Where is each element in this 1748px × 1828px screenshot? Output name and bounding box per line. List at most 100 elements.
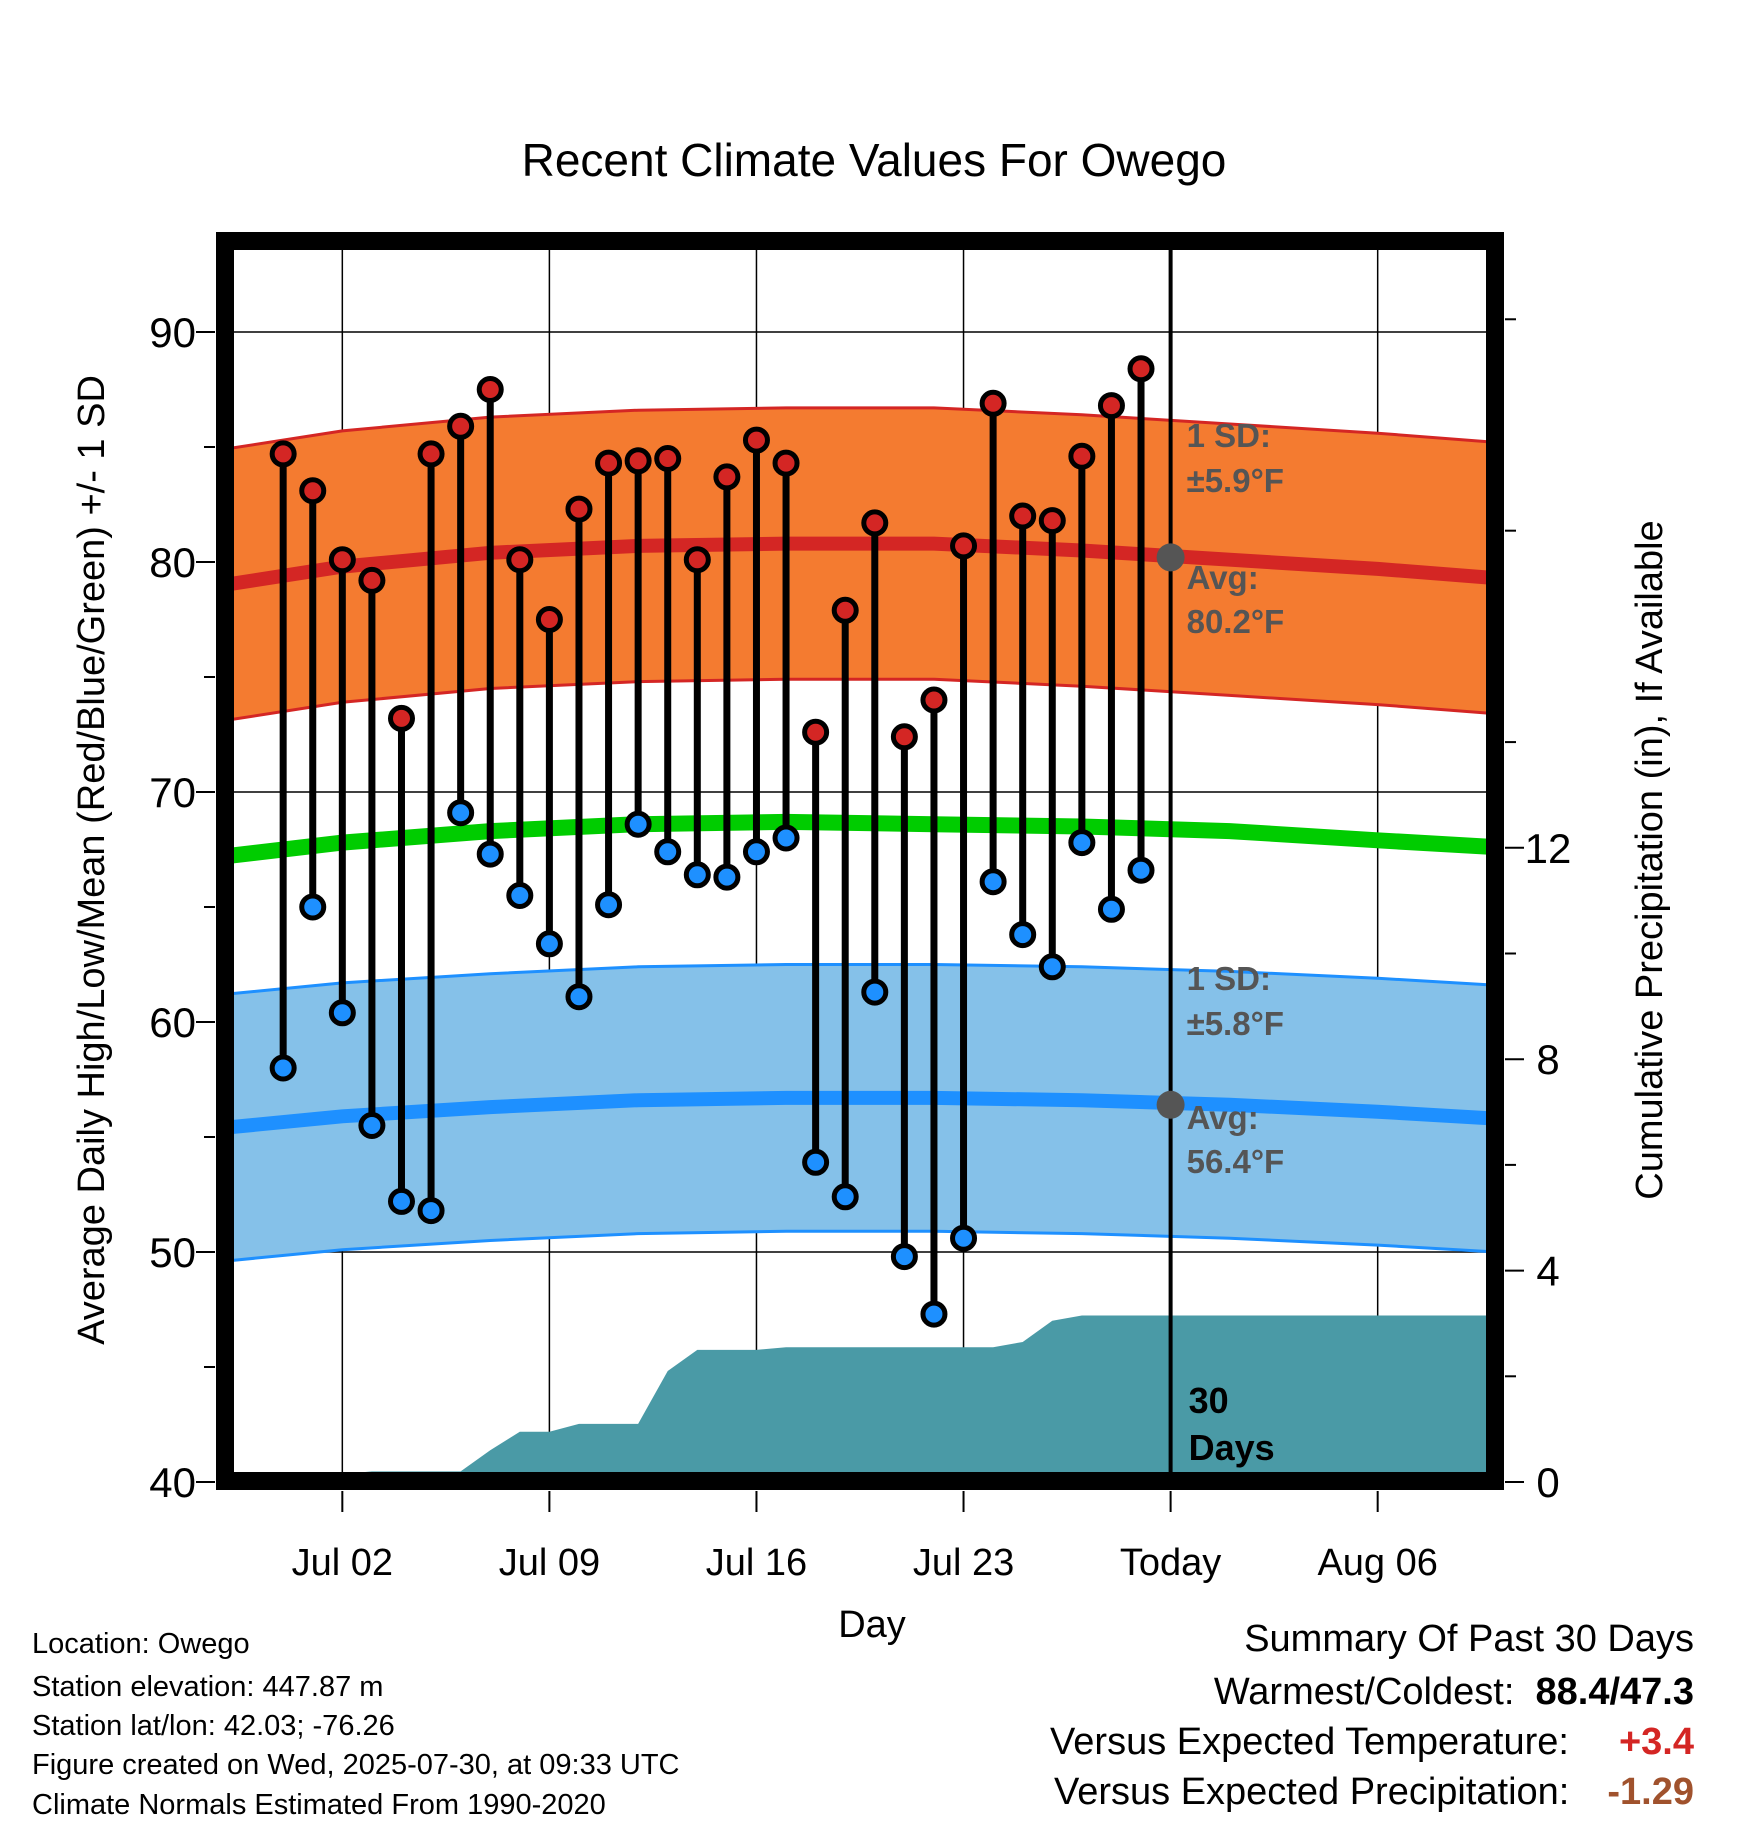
- y-left-tick-label: 80: [149, 539, 196, 586]
- daily-low-point: [624, 810, 652, 838]
- footer-location: Location: Owego: [32, 1628, 250, 1660]
- daily-high-point: [831, 596, 859, 624]
- low-avg-marker: [1156, 1090, 1185, 1119]
- high-avg-label: Avg:: [1187, 559, 1259, 596]
- daily-low-point: [565, 983, 593, 1011]
- high-sd-value: ±5.9°F: [1187, 462, 1284, 499]
- summary-warmest-row: Warmest/Coldest: 88.4/47.3: [1214, 1673, 1694, 1711]
- daily-high-point: [890, 723, 918, 751]
- high-avg-value: 80.2°F: [1187, 603, 1285, 640]
- daily-low-point: [831, 1183, 859, 1211]
- low-sd-band: [224, 964, 1496, 1262]
- daily-low-point: [979, 868, 1007, 896]
- daily-high-point: [476, 376, 504, 403]
- summary-warmest-label: Warmest/Coldest:: [1213, 1671, 1515, 1713]
- low-sd-value: ±5.8°F: [1187, 1005, 1284, 1042]
- daily-high-point: [328, 546, 356, 574]
- mean-normal-line: [224, 813, 1496, 865]
- daily-high-point: [269, 440, 297, 468]
- daily-high-point: [861, 509, 889, 537]
- summary-temp-row: Versus Expected Temperature: +3.4: [1050, 1723, 1694, 1761]
- y-left-tick-label: 70: [149, 769, 196, 816]
- y-right-tick-label: 4: [1536, 1248, 1559, 1295]
- daily-low-point: [772, 824, 800, 852]
- daily-low-point: [1009, 921, 1037, 949]
- x-tick-label: Aug 06: [1317, 1542, 1437, 1584]
- daily-low-point: [920, 1300, 948, 1328]
- y-left-tick-label: 90: [149, 309, 196, 356]
- high-sd-band: [224, 407, 1496, 721]
- daily-low-point: [595, 891, 623, 919]
- daily-high-point: [802, 718, 830, 746]
- daily-low-point: [535, 930, 563, 958]
- high-sd-lower-line: [224, 677, 1496, 723]
- daily-low-point: [950, 1224, 978, 1252]
- daily-low-point: [1097, 895, 1125, 923]
- daily-high-point: [1068, 442, 1096, 470]
- x-axis-label: Day: [838, 1604, 906, 1646]
- daily-high-point: [506, 546, 534, 574]
- today-line-group: [1156, 240, 1185, 1482]
- daily-low-point: [861, 978, 889, 1006]
- daily-high-point: [624, 447, 652, 475]
- summary-precip-label: Versus Expected Precipitation:: [1053, 1771, 1570, 1813]
- normal-bands: [224, 406, 1496, 1263]
- daily-low-point: [506, 882, 534, 909]
- daily-high-point: [950, 532, 978, 560]
- daily-low-point: [890, 1243, 918, 1271]
- high-normal-line: [224, 536, 1496, 592]
- daily-low-point: [1127, 856, 1155, 884]
- y-left-tick-label: 50: [149, 1229, 196, 1276]
- daily-low-point: [1068, 829, 1096, 857]
- summary-temp-value: +3.4: [1618, 1721, 1694, 1763]
- daily-high-point: [1127, 355, 1155, 383]
- y-left-tick-label: 60: [149, 999, 196, 1046]
- daily-low-point: [387, 1187, 415, 1215]
- low-normal-line: [224, 1090, 1496, 1135]
- summary-warmest-value: 88.4/47.3: [1535, 1671, 1694, 1713]
- daily-low-point: [654, 838, 682, 866]
- y-left-tick-label: 40: [149, 1459, 196, 1506]
- low-avg-label: Avg:: [1187, 1099, 1259, 1136]
- daily-high-point: [1009, 502, 1037, 530]
- low-sd-lower-line: [224, 1229, 1496, 1263]
- plot-frame: [216, 232, 1504, 1490]
- axes: 40 50 60 70 80 90 0 4 8 12 Jul 02 Jul 09 Jul 16 Jul 2…: [149, 232, 1571, 1584]
- daily-high-point: [1038, 507, 1066, 535]
- high-sd-label: 1 SD:: [1187, 417, 1271, 454]
- summary-title: Summary Of Past 30 Days: [1244, 1618, 1694, 1660]
- x-tick-label: Jul 09: [499, 1542, 600, 1584]
- x-tick-label: Jul 16: [706, 1542, 807, 1584]
- daily-low-point: [328, 999, 356, 1027]
- y-axis-label-left: Average Daily High/Low/Mean (Red/Blue/Gr…: [71, 375, 113, 1345]
- daily-high-point: [447, 412, 475, 440]
- summary-precip-row: Versus Expected Precipitation: -1.29: [1054, 1773, 1694, 1811]
- daily-low-point: [417, 1197, 445, 1225]
- daily-high-point: [358, 566, 386, 594]
- daily-high-point: [535, 606, 563, 633]
- precip-area: [224, 1315, 1496, 1482]
- daily-low-point: [802, 1148, 830, 1176]
- annotations: 1 SD: ±5.9°F Avg: 80.2°F 1 SD: ±5.8°F Avg: 56.4…: [1187, 417, 1285, 1468]
- daily-high-point: [742, 426, 770, 454]
- daily-high-point: [713, 463, 741, 491]
- summary-precip-value: -1.29: [1607, 1771, 1694, 1813]
- y-right-tick-label: 0: [1536, 1459, 1559, 1506]
- daily-high-point: [595, 449, 623, 477]
- daily-high-point: [299, 477, 327, 505]
- footer-normals: Climate Normals Estimated From 1990-2020: [32, 1789, 606, 1821]
- precip-area-fill: [224, 1315, 1496, 1482]
- days-label-number: 30: [1189, 1380, 1229, 1421]
- footer-latlon: Station lat/lon: 42.03; -76.26: [32, 1710, 395, 1742]
- summary-panel: Summary Of Past 30 Days Warmest/Coldest:…: [900, 1620, 1694, 1828]
- daily-high-point: [417, 440, 445, 468]
- summary-temp-label: Versus Expected Temperature:: [1050, 1721, 1569, 1763]
- y-right-tick-label: 8: [1536, 1036, 1559, 1083]
- daily-high-point: [1097, 392, 1125, 420]
- low-avg-value: 56.4°F: [1187, 1143, 1285, 1180]
- days-label-text: Days: [1189, 1427, 1275, 1468]
- low-sd-upper-line: [224, 963, 1496, 996]
- x-tick-label: Jul 23: [913, 1542, 1014, 1584]
- daily-low-point: [269, 1054, 297, 1082]
